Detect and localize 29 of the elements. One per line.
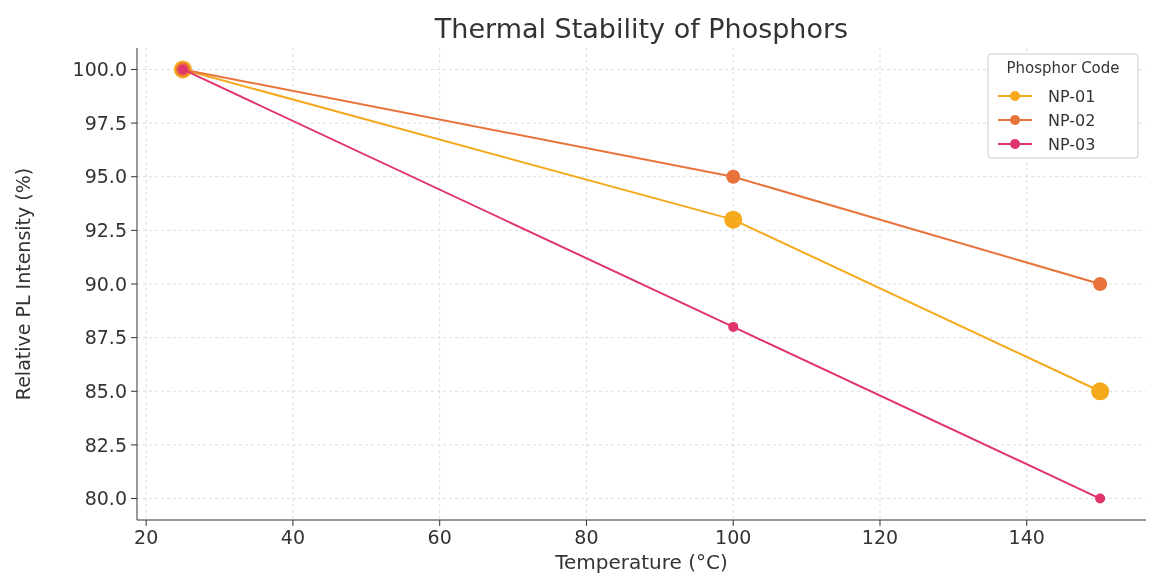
y-tick-label: 80.0: [84, 487, 127, 510]
x-tick-label: 100: [715, 526, 752, 548]
legend-label: NP-01: [1048, 86, 1096, 106]
legend-title: Phosphor Code: [1006, 59, 1120, 77]
y-tick-label: 92.5: [84, 219, 127, 242]
legend-label: NP-02: [1048, 110, 1096, 130]
legend-label: NP-03: [1048, 134, 1096, 154]
x-tick-label: 120: [861, 526, 899, 548]
point: [724, 210, 743, 229]
x-tick-label: 20: [134, 526, 159, 548]
point: [1095, 493, 1106, 504]
y-tick-label: 100.0: [72, 58, 127, 81]
point: [726, 169, 741, 184]
y-axis-title: Relative PL Intensity (%): [12, 167, 34, 401]
x-tick-label: 60: [427, 526, 452, 548]
y-tick-label: 90.0: [84, 272, 127, 295]
x-tick-label: 40: [280, 526, 306, 548]
x-axis-title: Temperature (°C): [554, 550, 728, 574]
x-tick-label: 80: [574, 526, 599, 548]
x-tick-label: 140: [1008, 526, 1045, 548]
point: [1091, 382, 1110, 401]
y-tick-label: 85.0: [84, 379, 127, 402]
y-tick-label: 97.5: [84, 111, 127, 134]
chart-title: Thermal Stability of Phosphors: [433, 13, 849, 44]
point: [1093, 277, 1108, 291]
y-tick-label: 87.5: [84, 326, 127, 349]
y-tick-label: 82.5: [84, 433, 127, 456]
y-tick-label: 95.0: [84, 165, 127, 188]
point: [728, 321, 739, 332]
